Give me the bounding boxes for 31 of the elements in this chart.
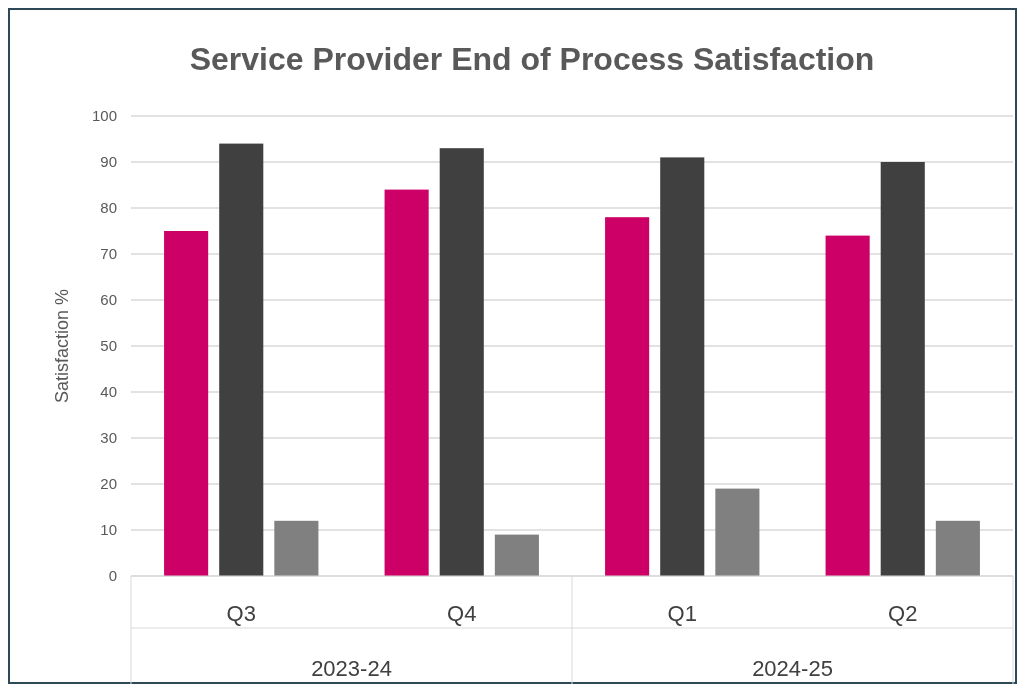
bar (219, 143, 264, 576)
y-tick-label: 30 (100, 429, 117, 446)
y-tick-label: 40 (100, 383, 117, 400)
y-tick-label: 80 (100, 199, 117, 216)
x-tick-label: Q2 (888, 601, 918, 626)
y-tick-label: 100 (91, 107, 117, 124)
bar (825, 235, 870, 576)
bar (715, 488, 760, 576)
bar (164, 231, 209, 576)
y-tick-label: 90 (100, 153, 117, 170)
y-axis-title: Satisfaction % (52, 288, 72, 404)
y-tick-label: 10 (100, 521, 117, 538)
bar (274, 520, 319, 576)
y-tick-label: 50 (100, 337, 117, 354)
chart-title: Service Provider End of Process Satisfaction (189, 41, 875, 77)
x-tick-label: Q4 (447, 601, 477, 626)
y-tick-label: 20 (100, 475, 117, 492)
text: 2023-24 (311, 656, 392, 681)
bar (660, 157, 705, 576)
bar (935, 520, 980, 576)
bar (439, 148, 484, 576)
bar (494, 534, 539, 576)
bar (384, 189, 429, 576)
y-tick-label: 70 (100, 245, 117, 262)
y-tick-label: 0 (108, 567, 117, 584)
text: 2024-25 (752, 656, 833, 681)
x-tick-label: Q3 (226, 601, 256, 626)
y-tick-label: 60 (100, 291, 117, 308)
bar (605, 217, 650, 576)
x-tick-label: Q1 (667, 601, 697, 626)
bar (880, 162, 925, 576)
